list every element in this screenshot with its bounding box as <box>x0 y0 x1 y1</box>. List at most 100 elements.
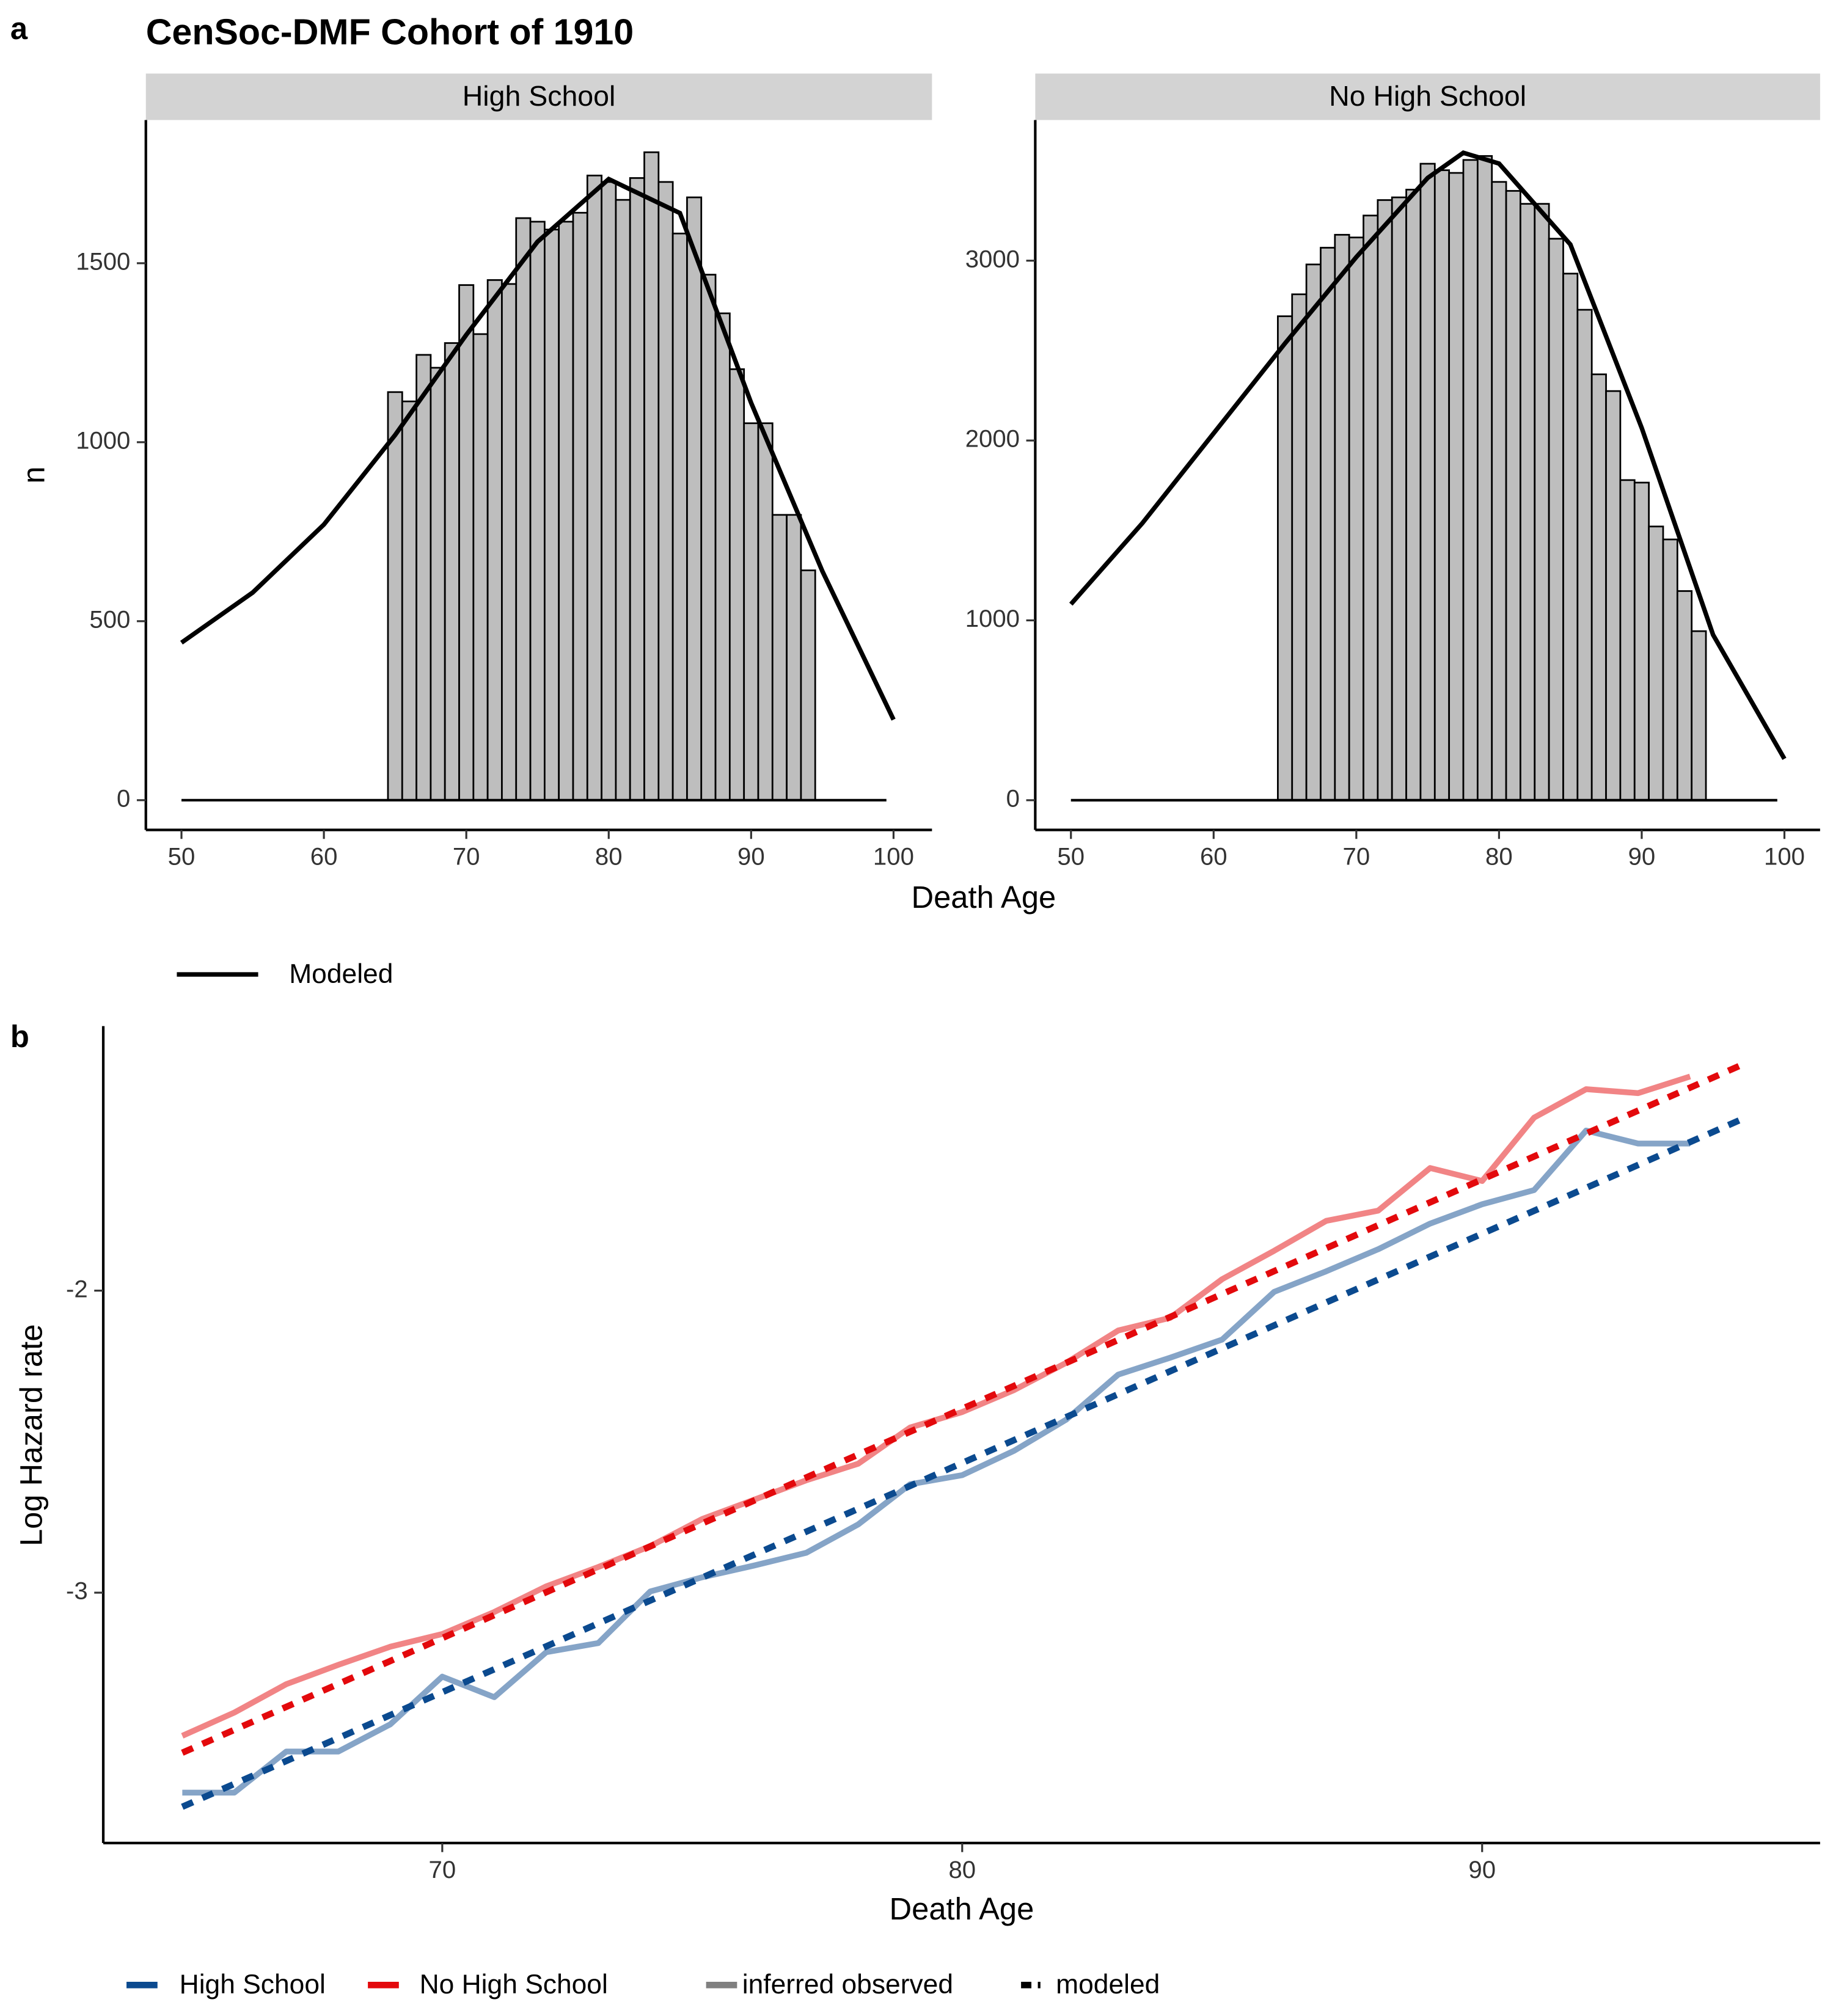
legend-label: Modeled <box>289 959 393 989</box>
bar <box>643 151 660 802</box>
modeled-line <box>181 1062 1744 1756</box>
x-tick-label: 100 <box>1764 843 1805 871</box>
bar <box>1433 169 1451 802</box>
x-tick-label: 90 <box>1628 843 1656 871</box>
bar <box>1291 293 1308 802</box>
bar <box>1534 203 1550 802</box>
y-tick-label: 500 <box>89 605 130 633</box>
y-tick-label: -2 <box>66 1275 88 1302</box>
bar <box>1277 315 1293 802</box>
y-tick-label: 1000 <box>76 426 130 454</box>
x-tick-label: 70 <box>453 843 480 871</box>
y-axis-label: Log Hazard rate <box>13 1324 48 1546</box>
bar <box>543 228 560 802</box>
bar <box>1462 159 1479 802</box>
x-tick-label: 50 <box>1057 843 1085 871</box>
bar <box>1590 373 1607 802</box>
y-tick-label: -3 <box>66 1577 88 1605</box>
bar <box>1377 199 1393 802</box>
modeled-curve <box>180 176 896 721</box>
bar <box>1562 272 1579 802</box>
chart-title: CenSoc-DMF Cohort of 1910 <box>146 12 634 53</box>
legend-label: High School <box>180 1970 326 2000</box>
bar <box>1648 525 1664 802</box>
bar <box>387 391 403 802</box>
bar <box>1320 247 1336 802</box>
bar <box>1305 263 1322 802</box>
bar <box>1334 233 1350 802</box>
bar <box>586 174 602 802</box>
x-tick-label: 80 <box>1485 843 1513 871</box>
bar <box>401 400 417 802</box>
facet-label: No High School <box>1329 80 1526 112</box>
bar <box>430 367 446 802</box>
bar <box>729 368 745 802</box>
bar <box>1548 238 1564 802</box>
y-tick-label: 2000 <box>965 425 1020 453</box>
facet-strip <box>1035 73 1820 120</box>
facet-strip <box>145 73 932 120</box>
bar <box>1491 181 1507 802</box>
bar <box>671 232 688 802</box>
x-tick-label: 70 <box>1343 843 1370 871</box>
bar <box>1576 309 1593 802</box>
bar <box>444 342 460 802</box>
bar <box>1691 630 1707 802</box>
facet-label: High School <box>463 80 616 112</box>
observed-line <box>182 1127 1691 1796</box>
bar <box>786 514 802 802</box>
bar <box>415 354 432 802</box>
bar <box>458 284 475 802</box>
bar <box>615 199 631 802</box>
x-axis-label: Death Age <box>890 1891 1034 1926</box>
y-tick-label: 1500 <box>76 247 130 275</box>
bar <box>529 221 546 802</box>
bar <box>1520 203 1536 802</box>
bar <box>686 196 703 802</box>
y-tick-label: 0 <box>117 784 130 812</box>
bar <box>572 211 588 802</box>
bar <box>1633 481 1650 802</box>
x-tick-label: 100 <box>873 843 914 871</box>
bar <box>558 221 574 802</box>
x-tick-label: 50 <box>168 843 196 871</box>
bar <box>1448 172 1465 802</box>
legend-label: No High School <box>420 1970 608 2000</box>
x-tick-label: 90 <box>1468 1856 1496 1883</box>
y-tick-label: 3000 <box>965 245 1020 272</box>
panel-label: b <box>10 1019 29 1054</box>
x-axis-label: Death Age <box>911 880 1056 915</box>
x-tick-label: 80 <box>948 1856 976 1883</box>
panel-label: a <box>10 11 28 46</box>
bar <box>1419 163 1436 802</box>
y-tick-label: 1000 <box>965 605 1020 632</box>
bar <box>1605 390 1622 802</box>
bar <box>629 177 645 802</box>
bar <box>714 312 731 802</box>
bar <box>1391 196 1407 802</box>
legend-label: inferred observed <box>742 1970 953 2000</box>
bar <box>472 333 489 802</box>
x-tick-label: 90 <box>737 843 765 871</box>
x-tick-label: 60 <box>1200 843 1227 871</box>
bar <box>1505 190 1521 802</box>
bar <box>1476 155 1493 802</box>
bar <box>1405 189 1422 802</box>
bar <box>515 217 532 802</box>
x-tick-label: 60 <box>310 843 338 871</box>
bar <box>1363 214 1379 802</box>
bar <box>743 422 759 802</box>
bar <box>771 514 788 802</box>
bar <box>800 569 816 802</box>
x-tick-label: 80 <box>595 843 623 871</box>
observed-line <box>181 1073 1691 1739</box>
modeled-curve <box>1069 150 1787 761</box>
bar <box>1348 236 1364 802</box>
bar <box>1619 479 1636 802</box>
bar <box>657 181 674 802</box>
legend-label: modeled <box>1056 1970 1160 2000</box>
x-tick-label: 70 <box>429 1856 456 1883</box>
bar <box>757 422 774 802</box>
